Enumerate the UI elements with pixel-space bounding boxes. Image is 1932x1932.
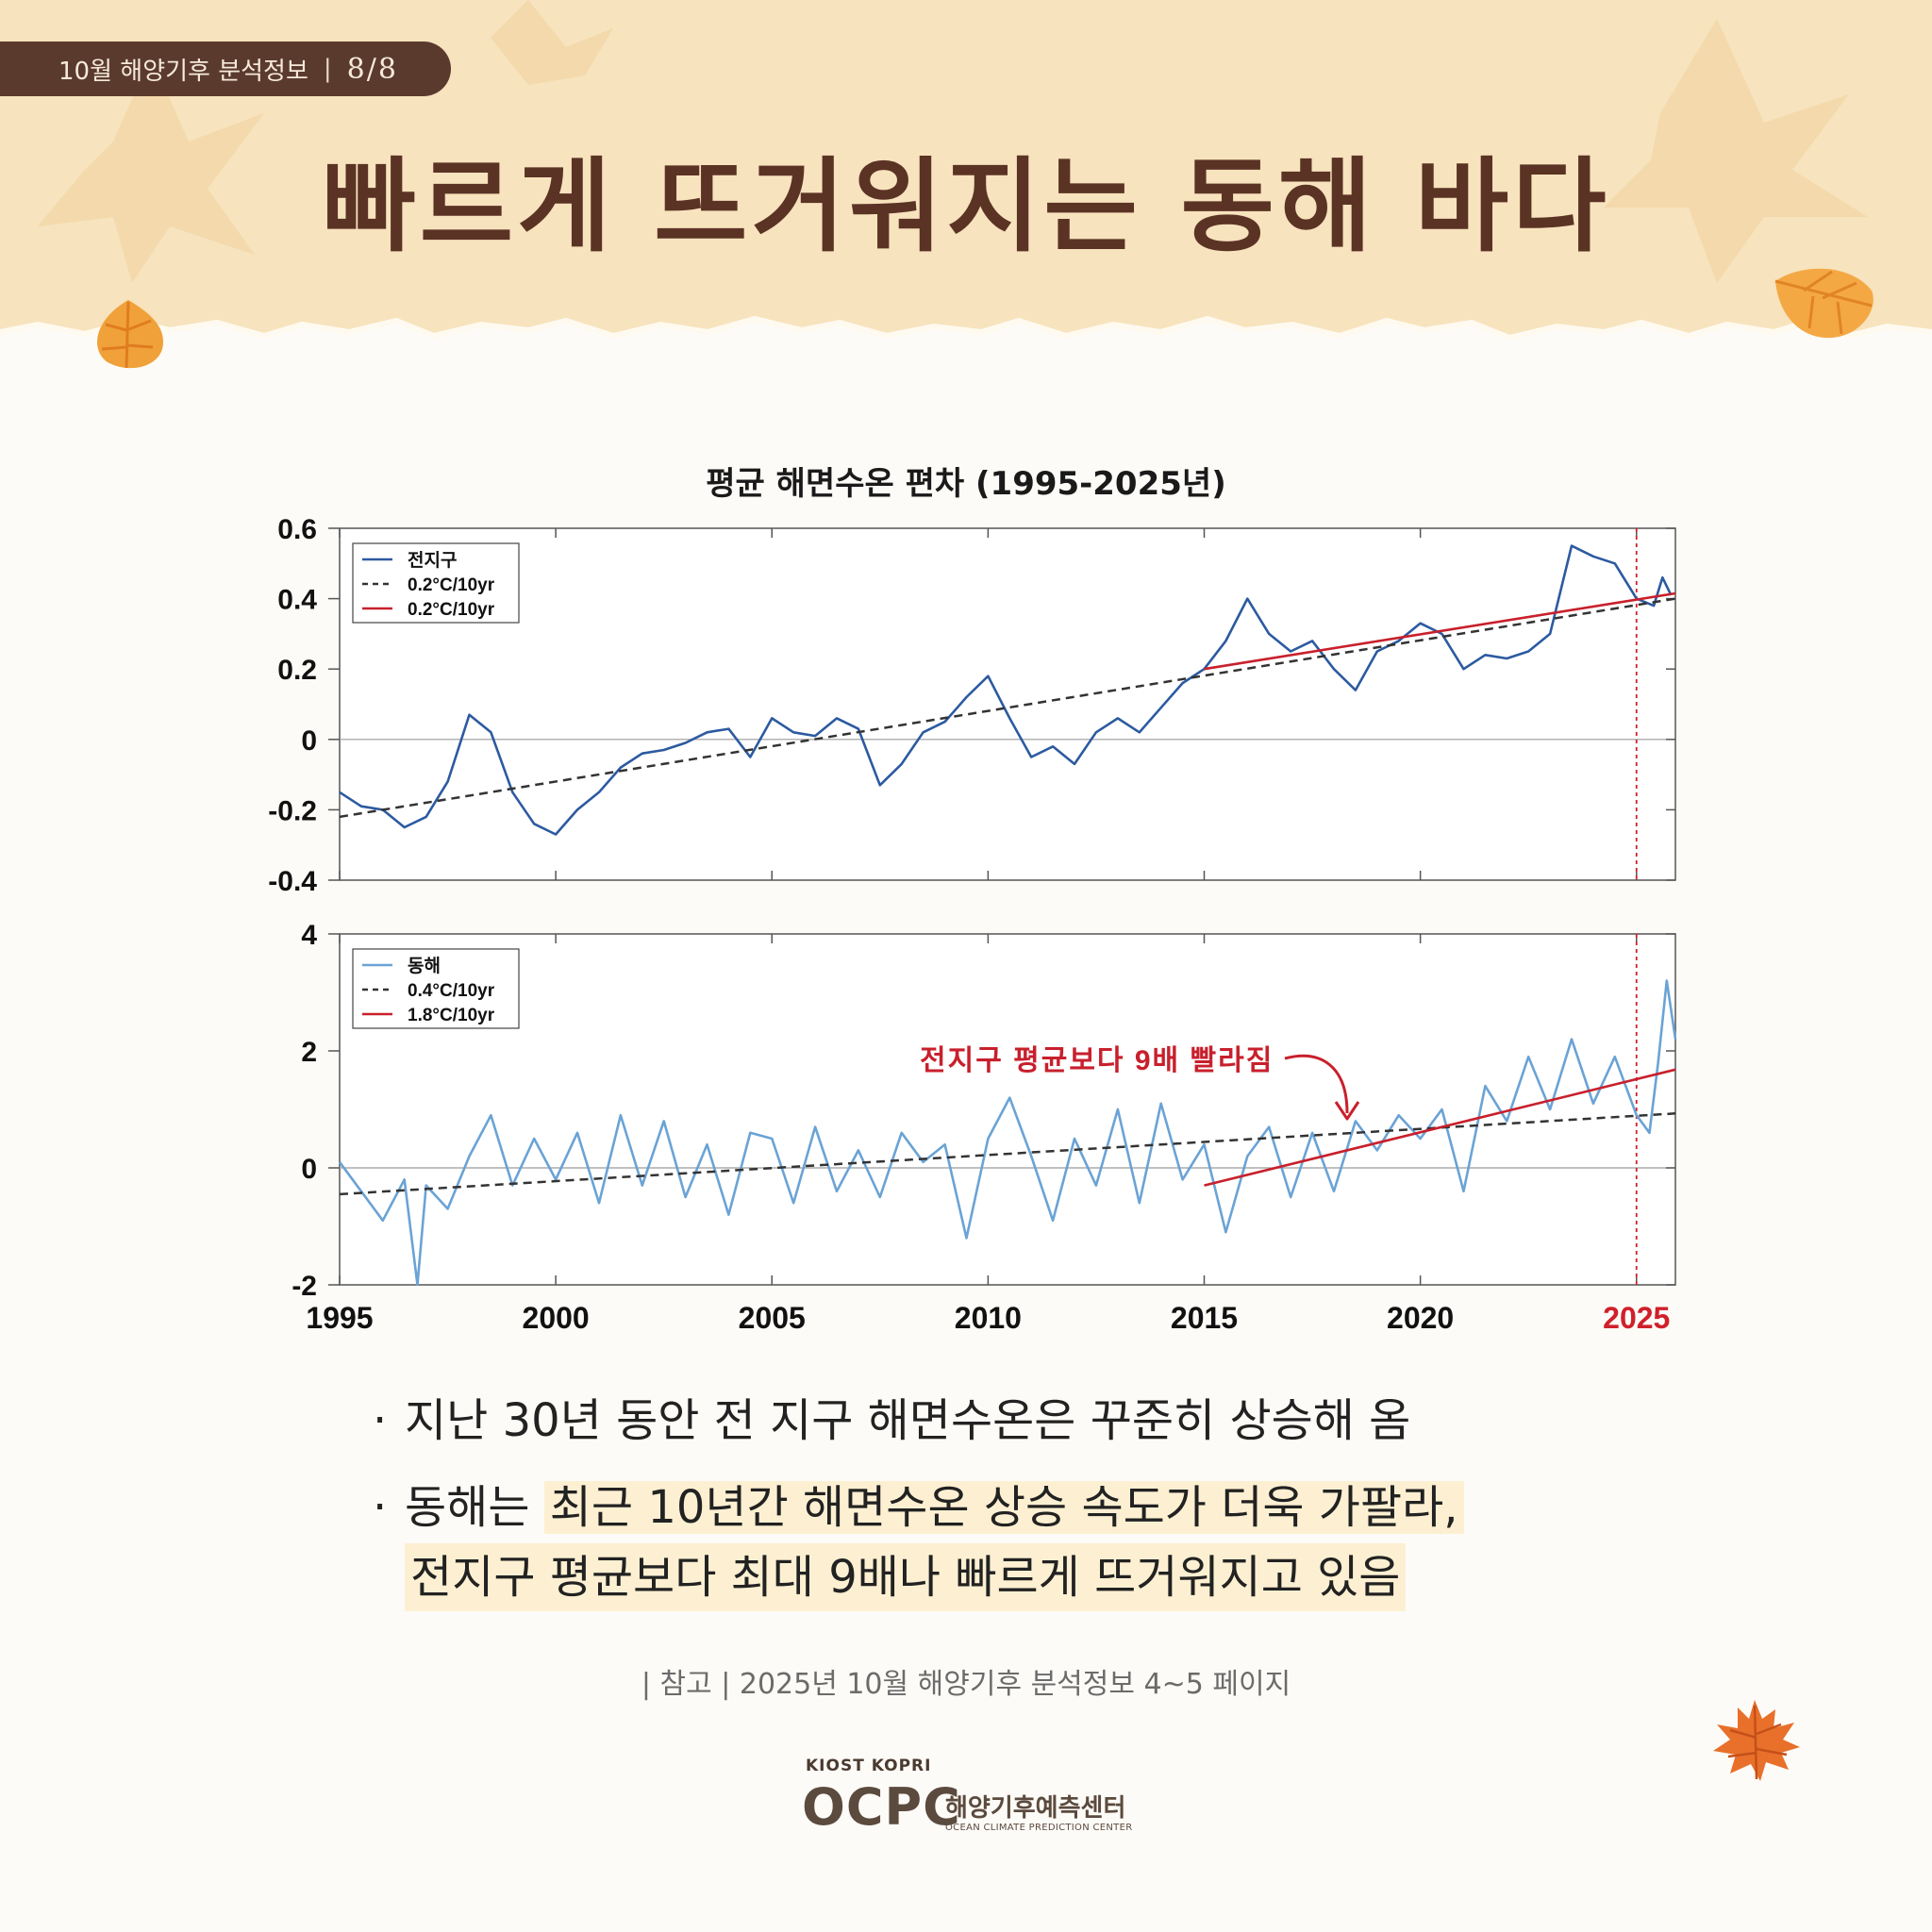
x-tick-label: 2015 xyxy=(1171,1301,1238,1335)
bullet-item: · 지난 30년 동안 전 지구 해면수온은 꾸준히 상승해 옴 xyxy=(373,1387,1599,1455)
y-tick-label: 0 xyxy=(301,725,317,757)
y-tick-label: 0 xyxy=(301,1154,317,1185)
highlight-text: 전지구 평균보다 최대 9배나 빠르게 뜨거워지고 있음 xyxy=(405,1543,1407,1611)
bullet-dot: · xyxy=(373,1481,388,1534)
bullet-text: 지난 30년 동안 전 지구 해면수온은 꾸준히 상승해 옴 xyxy=(405,1394,1411,1447)
x-tick-label: 2025 xyxy=(1603,1301,1670,1335)
annotation-arrowhead xyxy=(1334,1101,1360,1121)
annotation-arrow xyxy=(1284,1054,1349,1114)
y-tick-label: -0.4 xyxy=(268,866,317,897)
badge-label: 10월 해양기후 분석정보 xyxy=(58,57,308,86)
legend: 동해 0.4°C/10yr 1.8°C/10yr xyxy=(352,948,520,1029)
legend-label: 1.8°C/10yr xyxy=(408,1006,495,1025)
bullet-lead: 동해는 xyxy=(405,1481,544,1534)
page-number: 8/8 xyxy=(346,52,398,86)
x-tick-label: 1995 xyxy=(306,1301,373,1335)
x-tick-label: 2005 xyxy=(739,1301,806,1335)
x-tick-label: 2020 xyxy=(1387,1301,1454,1335)
y-tick-label: 0.2 xyxy=(277,655,317,686)
summary-bullets: · 지난 30년 동안 전 지구 해면수온은 꾸준히 상승해 옴 · 동해는 최… xyxy=(373,1387,1599,1630)
logo-korean-name: 해양기후예측센터 xyxy=(945,1794,1126,1823)
bullet-dot: · xyxy=(373,1394,388,1447)
logo-wordmark: OCPC xyxy=(802,1777,961,1837)
autumn-leaf-icon xyxy=(97,300,164,369)
plot-frame xyxy=(339,527,1676,881)
x-tick-label: 2010 xyxy=(955,1301,1022,1335)
highlight-text: 최근 10년간 해면수온 상승 속도가 더욱 가팔라, xyxy=(543,1481,1464,1534)
header-background xyxy=(0,0,1932,341)
y-tick-label: 0.4 xyxy=(277,585,317,616)
legend-label: 전지구 xyxy=(408,550,457,571)
trend-line-recent xyxy=(1204,1068,1676,1187)
y-tick-label: 2 xyxy=(301,1037,317,1068)
logo-english-name: OCEAN CLIMATE PREDICTION CENTER xyxy=(945,1823,1133,1833)
trend-line-dashed xyxy=(339,1112,1676,1196)
x-tick-label: 2000 xyxy=(523,1301,590,1335)
badge-separator: | xyxy=(323,55,332,83)
maple-leaf-icon xyxy=(1713,1700,1800,1781)
annotation-text: 전지구 평균보다 9배 빨라짐 xyxy=(920,1045,1274,1076)
plot-frame xyxy=(339,933,1676,1286)
legend-label: 0.2°C/10yr xyxy=(408,600,495,620)
chart-title: 평균 해면수온 편차 (1995-2025년) xyxy=(706,465,1226,503)
legend-label: 동해 xyxy=(408,956,441,976)
logo-partners: KIOST KOPRI xyxy=(806,1757,932,1775)
trend-line-recent xyxy=(1204,591,1676,671)
legend-label: 0.4°C/10yr xyxy=(408,981,495,1001)
page-badge: 10월 해양기후 분석정보 | 8/8 xyxy=(0,42,451,96)
y-tick-label: -2 xyxy=(291,1271,317,1302)
y-tick-label: 0.6 xyxy=(277,514,317,545)
series-line xyxy=(339,544,1673,836)
ocpc-logo: KIOST KOPRI OCPC 해양기후예측센터 OCEAN CLIMATE … xyxy=(802,1757,1141,1841)
legend: 전지구 0.2°C/10yr 0.2°C/10yr xyxy=(352,542,520,624)
y-tick-label: -0.2 xyxy=(268,795,317,826)
legend-label: 0.2°C/10yr xyxy=(408,575,495,595)
page-title: 빠르게 뜨거워지는 동해 바다 xyxy=(322,148,1610,266)
bullet-item: · 동해는 최근 10년간 해면수온 상승 속도가 더욱 가팔라, 전지구 평균… xyxy=(373,1474,1599,1611)
reference-note: | 참고 | 2025년 10월 해양기후 분석정보 4~5 페이지 xyxy=(641,1668,1291,1701)
series-line xyxy=(338,979,1677,1287)
autumn-leaf-icon xyxy=(1774,268,1874,339)
y-tick-label: 4 xyxy=(301,920,317,951)
